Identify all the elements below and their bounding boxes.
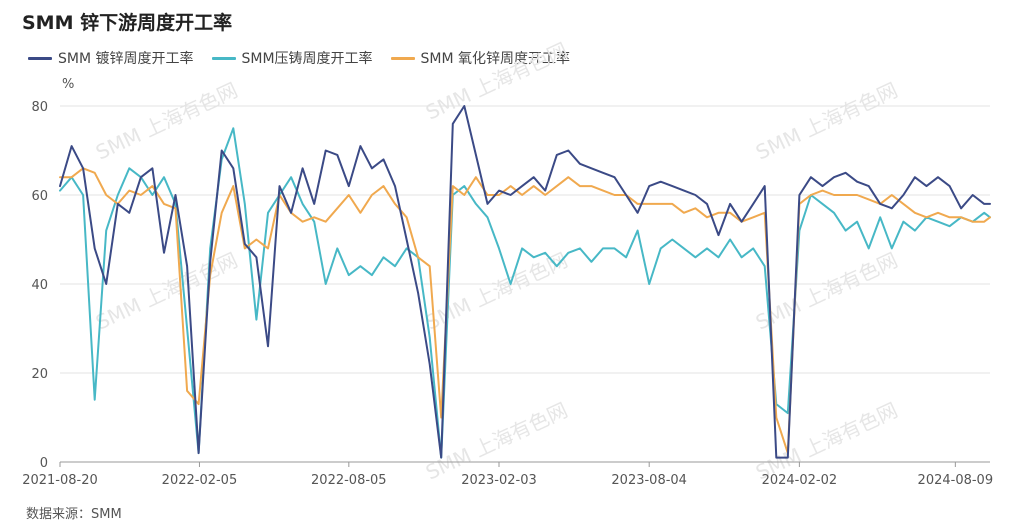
x-tick-label: 2023-02-03 bbox=[461, 473, 537, 488]
legend-item-die-casting[interactable]: SMM压铸周度开工率 bbox=[211, 48, 373, 68]
x-tick-label: 2024-02-02 bbox=[762, 473, 838, 488]
chart-title: SMM 锌下游周度开工率 bbox=[22, 12, 233, 34]
grid-lines bbox=[60, 105, 990, 463]
x-tick-label: 2022-02-05 bbox=[162, 473, 238, 488]
y-tick-label: 40 bbox=[31, 278, 48, 293]
series-line-zinc-oxide bbox=[59, 167, 991, 455]
y-tick-label: 60 bbox=[31, 189, 48, 204]
x-axis: 2021-08-20 2022-02-05 2022-08-05 2023-02-03… bbox=[22, 462, 993, 488]
y-tick-label: 0 bbox=[40, 456, 48, 471]
y-axis-unit: % bbox=[62, 77, 74, 92]
legend-label-zinc-oxide: SMM 氧化锌周度开工率 bbox=[420, 51, 571, 67]
series-lines bbox=[59, 105, 991, 459]
legend-swatch-galvanizing bbox=[28, 56, 52, 60]
watermark-text: SMM 上海有色网 bbox=[92, 248, 241, 335]
x-tick-label: 2021-08-20 bbox=[22, 473, 98, 488]
data-source: 数据来源：SMM bbox=[26, 507, 122, 522]
watermark-text: SMM 上海有色网 bbox=[92, 78, 241, 165]
legend: SMM 镀锌周度开工率 SMM压铸周度开工率 SMM 氧化锌周度开工率 bbox=[28, 48, 588, 68]
watermark-text: SMM 上海有色网 bbox=[752, 78, 901, 165]
series-line-galvanizing bbox=[59, 105, 991, 459]
y-tick-label: 20 bbox=[31, 367, 48, 382]
legend-label-die-casting: SMM压铸周度开工率 bbox=[241, 51, 373, 67]
legend-item-galvanizing[interactable]: SMM 镀锌周度开工率 bbox=[28, 48, 194, 68]
legend-item-zinc-oxide[interactable]: SMM 氧化锌周度开工率 bbox=[390, 48, 571, 68]
y-tick-label: 80 bbox=[31, 100, 48, 115]
legend-label-galvanizing: SMM 镀锌周度开工率 bbox=[58, 51, 194, 67]
x-tick-label: 2022-08-05 bbox=[311, 473, 387, 488]
legend-swatch-zinc-oxide bbox=[390, 56, 415, 60]
y-axis: 0 20 40 60 80% bbox=[31, 77, 74, 471]
watermark-text: SMM 上海有色网 bbox=[422, 248, 571, 335]
watermark-text: SMM 上海有色网 bbox=[752, 248, 901, 335]
watermark-text: SMM 上海有色网 bbox=[422, 38, 571, 125]
watermark-text: SMM 上海有色网 bbox=[422, 398, 571, 485]
x-tick-label: 2024-08-09 bbox=[918, 473, 994, 488]
x-tick-label: 2023-08-04 bbox=[611, 473, 687, 488]
legend-swatch-die-casting bbox=[211, 56, 236, 60]
